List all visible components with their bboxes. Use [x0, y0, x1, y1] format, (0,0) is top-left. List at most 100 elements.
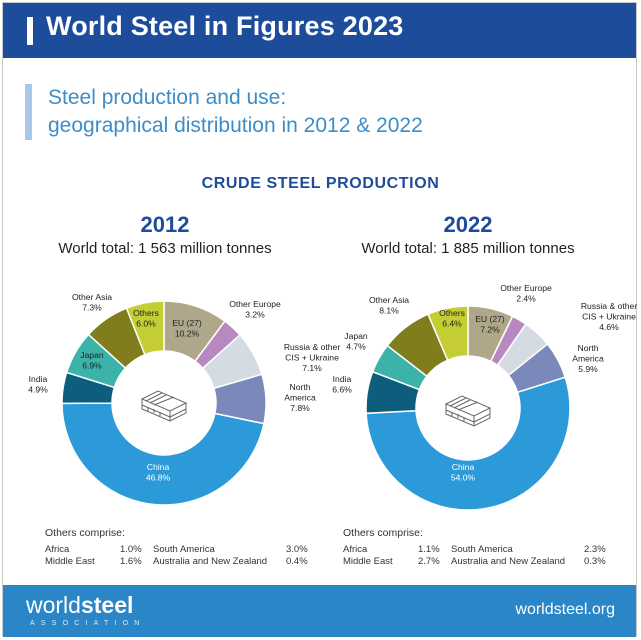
- website-link[interactable]: worldsteel.org: [515, 601, 615, 618]
- section-title: CRUDE STEEL PRODUCTION: [201, 175, 440, 192]
- subtitle-accent-bar: [25, 84, 32, 140]
- donut-chart-2022: EU (27) 7.2% Other Europe 2.4% Russia & othe…: [332, 283, 638, 511]
- subtitle: Steel production and use: geographical d…: [48, 84, 423, 140]
- slice-label-line: 4.6%: [599, 322, 619, 332]
- steel-bar-stroke: [453, 399, 471, 409]
- others-item-value: 0.4%: [286, 556, 308, 567]
- slice-label-line: North: [577, 343, 598, 353]
- slice-label-line: 6.0%: [136, 319, 156, 329]
- slice-label-russia-other-cis-ukraine: Russia & other CIS + Ukraine 7.1%: [284, 342, 341, 373]
- slice-label-line: India: [29, 374, 48, 384]
- slice-label-line: America: [284, 393, 316, 403]
- slice-label-line: Others: [133, 308, 159, 318]
- slice-label-line: 2.4%: [516, 294, 536, 304]
- logo-text-bold: steel: [80, 592, 134, 618]
- slice-label-line: 10.2%: [175, 329, 200, 339]
- chart-year-2022: 2022: [443, 212, 493, 237]
- others-item-value: 1.6%: [120, 556, 142, 567]
- world-total-2012: World total: 1 563 million tonnes: [58, 240, 272, 257]
- others-item-name: Africa: [45, 544, 70, 555]
- logo-tagline: ASSOCIATION: [30, 620, 146, 627]
- slice-label-line: 7.1%: [302, 363, 322, 373]
- header-bar: [3, 3, 636, 58]
- slice-label-eu-27: EU (27) 10.2%: [172, 318, 202, 339]
- steel-bars-icon: [444, 395, 492, 427]
- donut-hole: [112, 351, 216, 455]
- slice-label-others: Others 6.4%: [439, 308, 465, 329]
- slice-label-line: CIS + Ukraine: [582, 312, 636, 322]
- steel-bar-stroke: [153, 396, 175, 406]
- slice-label-line: EU (27): [475, 314, 505, 324]
- slice-label-line: 7.2%: [480, 325, 500, 335]
- others-item-name: Australia and New Zealand: [451, 556, 566, 567]
- slice-label-russia-other-cis-ukraine: Russia & other CIS + Ukraine 4.6%: [581, 301, 638, 332]
- donut-chart-2012: EU (27) 10.2% Other Europe 3.2% Russia & oth…: [28, 292, 341, 506]
- steel-bars-icon: [140, 390, 188, 422]
- others-item-name: South America: [153, 544, 215, 555]
- slice-label-line: 4.9%: [28, 385, 48, 395]
- slice-label-other-asia: Other Asia 7.3%: [72, 292, 112, 313]
- slice-label-india: India 6.6%: [332, 374, 352, 395]
- slice-label-line: Other Asia: [72, 292, 112, 302]
- slice-label-line: 6.4%: [442, 319, 462, 329]
- slice-label-china: China 54.0%: [451, 462, 476, 483]
- page-title: World Steel in Figures 2023: [46, 11, 404, 41]
- world-total-2022: World total: 1 885 million tonnes: [361, 240, 575, 257]
- slice-label-line: 6.9%: [82, 361, 102, 371]
- slice-label-line: 6.6%: [332, 385, 352, 395]
- slice-label-line: China: [452, 462, 475, 472]
- others-item-value: 1.1%: [418, 544, 440, 555]
- slice-label-eu-27: EU (27) 7.2%: [475, 314, 505, 335]
- slice-label-line: India: [333, 374, 352, 384]
- slice-label-other-asia: Other Asia 8.1%: [369, 295, 409, 316]
- slice-label-line: 54.0%: [451, 473, 476, 483]
- worldsteel-logo[interactable]: worldsteel: [26, 592, 133, 619]
- slice-label-line: 7.8%: [290, 403, 310, 413]
- slice-label-line: North: [289, 382, 310, 392]
- slice-label-line: Russia & other: [581, 301, 638, 311]
- steel-bar-stroke: [141, 399, 171, 418]
- donut-hole: [416, 356, 520, 460]
- steel-bar-stroke: [457, 401, 479, 411]
- others-item-name: Middle East: [45, 556, 95, 567]
- slice-label-other-europe: Other Europe 3.2%: [229, 299, 281, 320]
- others-item-value: 3.0%: [286, 544, 308, 555]
- header-accent-bar: [27, 17, 33, 45]
- others-item-value: 0.3%: [584, 556, 606, 567]
- slice-label-others: Others 6.0%: [133, 308, 159, 329]
- slice-label-line: Others: [439, 308, 465, 318]
- others-comprise-2012: Others comprise: Africa 1.0% Middle East…: [45, 527, 315, 567]
- slice-label-line: 4.7%: [346, 342, 366, 352]
- others-item-name: Middle East: [343, 556, 393, 567]
- slice-label-line: 3.2%: [245, 310, 265, 320]
- slice-label-line: Japan: [80, 350, 104, 360]
- slice-label-other-europe: Other Europe 2.4%: [500, 283, 552, 304]
- slice-label-north-america: North America 7.8%: [284, 382, 316, 413]
- others-item-value: 1.0%: [120, 544, 142, 555]
- steel-bar-stroke: [145, 392, 163, 402]
- slice-label-line: 5.9%: [578, 364, 598, 374]
- subtitle-line-1: Steel production and use:: [48, 86, 287, 109]
- logo-text-light: world: [26, 592, 81, 618]
- others-comprise-2022: Others comprise: Africa 1.1% Middle East…: [343, 527, 613, 567]
- others-item-value: 2.7%: [418, 556, 440, 567]
- slice-label-line: Other Asia: [369, 295, 409, 305]
- others-item-name: Australia and New Zealand: [153, 556, 268, 567]
- slice-label-china: China 46.8%: [146, 462, 171, 483]
- slice-label-line: 8.1%: [379, 306, 399, 316]
- steel-bar-stroke: [449, 397, 467, 407]
- slice-label-line: 7.3%: [82, 303, 102, 313]
- slice-label-north-america: North America 5.9%: [572, 343, 604, 374]
- slice-label-line: CIS + Ukraine: [285, 353, 339, 363]
- slice-label-line: 46.8%: [146, 473, 171, 483]
- others-item-name: Africa: [343, 544, 368, 555]
- slice-label-line: Other Europe: [229, 299, 281, 309]
- steel-bar-stroke: [445, 404, 475, 423]
- slice-label-line: Japan: [344, 331, 368, 341]
- others-item-value: 2.3%: [584, 544, 606, 555]
- slice-label-line: Russia & other: [284, 342, 341, 352]
- chart-year-2012: 2012: [140, 212, 190, 237]
- slice-label-line: China: [147, 462, 170, 472]
- others-comprise-title: Others comprise:: [343, 527, 423, 539]
